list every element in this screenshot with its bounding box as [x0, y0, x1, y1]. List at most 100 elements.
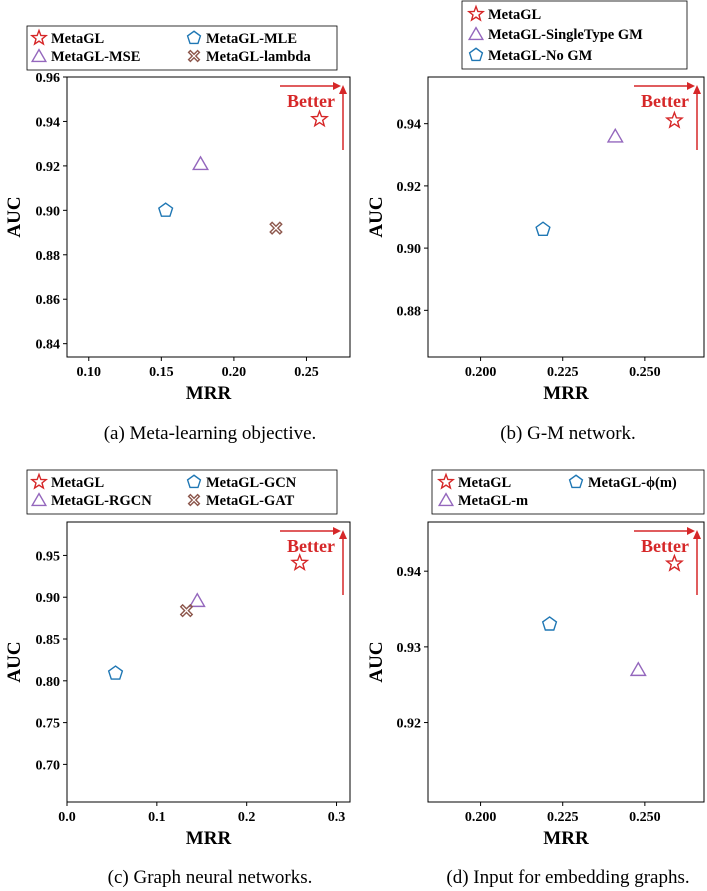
x-tick-label: 0.25	[294, 365, 319, 380]
legend-box	[26, 25, 338, 71]
legend-label: MetaGL	[51, 475, 104, 491]
legend-box	[26, 469, 338, 515]
plot-frame	[66, 76, 351, 358]
y-axis-label: AUC	[366, 641, 387, 682]
y-tick-label: 0.90	[36, 591, 61, 606]
better-arrowhead-right	[333, 527, 341, 535]
legend-marker-pentagon	[568, 474, 584, 489]
point-metagl-mle	[158, 202, 174, 217]
x-tick-label: 0.3	[328, 810, 346, 825]
legend-marker-triangle	[467, 26, 485, 41]
legend-marker-cross	[187, 493, 201, 507]
legend-marker-star	[29, 28, 49, 46]
y-tick-label: 0.88	[36, 249, 61, 264]
x-tick-label: 0.200	[465, 810, 497, 825]
legend-label: MetaGL-lambda	[206, 49, 311, 65]
point-metagl-lambda	[269, 221, 283, 235]
x-tick-label: 0.250	[629, 810, 661, 825]
subplot-caption: (d) Input for embedding graphs.	[446, 867, 689, 888]
better-arrowhead-right	[687, 527, 695, 535]
subplot-caption: (c) Graph neural networks.	[108, 867, 313, 888]
y-axis-label: AUC	[366, 196, 387, 237]
better-annotation: Better	[641, 91, 689, 111]
y-tick-label: 0.84	[36, 338, 61, 353]
point-metagl-m-	[541, 616, 558, 631]
y-tick-label: 0.92	[397, 717, 422, 732]
point-metagl-gcn	[107, 665, 124, 680]
subplot-a: 0.10 0.15 0.20 0.25 0.84 0.86 0.88 0.90 0.92 0.94…	[4, 25, 351, 444]
y-tick-label: 0.95	[36, 549, 61, 564]
y-axis-label: AUC	[4, 641, 25, 682]
legend-label: MetaGL	[51, 31, 104, 47]
plot-frame	[66, 521, 351, 803]
x-tick-label: 0.20	[222, 365, 247, 380]
y-tick-label: 0.93	[397, 641, 422, 656]
legend-marker-star	[29, 472, 49, 490]
legend-label: MetaGL-RGCN	[51, 493, 152, 509]
legend-marker-triangle	[30, 492, 48, 507]
y-tick-label: 0.88	[397, 304, 422, 319]
y-tick-label: 0.96	[36, 71, 61, 86]
better-annotation: Better	[641, 536, 689, 556]
x-tick-label: 0.10	[77, 365, 102, 380]
x-tick-label: 0.225	[547, 365, 579, 380]
x-tick-label: 0.225	[547, 810, 579, 825]
better-arrowhead-up	[693, 530, 701, 539]
point-metagl-singletype-gm	[606, 127, 624, 143]
legend-label: MetaGL-m	[458, 493, 528, 509]
x-tick-label: 0.200	[465, 365, 497, 380]
y-tick-label: 0.70	[36, 758, 61, 773]
legend-marker-star	[466, 4, 486, 22]
legend-label: MetaGL	[488, 7, 541, 23]
y-tick-label: 0.92	[36, 160, 61, 175]
x-tick-label: 0.2	[238, 810, 256, 825]
subplot-d: 0.200 0.225 0.250 0.92 0.93 0.94 MRR AUC Better M…	[366, 469, 705, 888]
x-axis-label: MRR	[186, 383, 232, 404]
y-axis-label: AUC	[4, 196, 25, 237]
y-tick-label: 0.94	[397, 565, 422, 580]
subplot-caption: (a) Meta-learning objective.	[104, 423, 317, 444]
subplot-caption: (b) G-M network.	[500, 423, 636, 444]
x-tick-label: 0.250	[629, 365, 661, 380]
point-metagl-gat	[179, 603, 194, 618]
y-tick-label: 0.80	[36, 675, 61, 690]
better-arrowhead-right	[333, 82, 341, 90]
y-tick-label: 0.94	[397, 118, 422, 133]
y-tick-label: 0.92	[397, 180, 422, 195]
legend-marker-triangle	[30, 48, 48, 63]
subplot-c: 0.0 0.1 0.2 0.3 0.70 0.75 0.80 0.85 0.90 0.95 MRR A…	[4, 469, 351, 888]
point-metagl-rgcn	[188, 592, 206, 608]
better-arrowhead-up	[339, 530, 347, 539]
point-metagl-m	[629, 661, 647, 677]
better-arrowhead-up	[339, 85, 347, 94]
subplot-b: 0.200 0.225 0.250 0.88 0.90 0.92 0.94 MRR AUC Bet…	[366, 0, 705, 444]
legend-marker-pentagon	[468, 47, 484, 62]
legend-marker-pentagon	[186, 30, 202, 45]
point-metagl-no-gm	[535, 221, 551, 236]
y-tick-label: 0.75	[36, 717, 61, 732]
better-arrowhead-right	[687, 82, 695, 90]
plot-frame	[427, 76, 705, 358]
legend-label: MetaGL-ϕ(m)	[588, 475, 677, 491]
y-tick-label: 0.90	[397, 242, 422, 257]
legend-label: MetaGL-MLE	[206, 31, 297, 47]
legend-label: MetaGL-SingleType GM	[488, 27, 643, 43]
plot-frame	[427, 521, 705, 803]
better-annotation: Better	[287, 91, 335, 111]
x-tick-label: 0.1	[148, 810, 166, 825]
y-tick-label: 0.86	[36, 293, 61, 308]
y-tick-label: 0.90	[36, 204, 61, 219]
legend-label: MetaGL-GAT	[206, 493, 295, 509]
y-tick-label: 0.85	[36, 633, 61, 648]
legend-marker-pentagon	[186, 474, 202, 489]
better-annotation: Better	[287, 536, 335, 556]
legend-label: MetaGL-GCN	[206, 475, 297, 491]
point-metagl	[290, 552, 310, 572]
legend-label: MetaGL-MSE	[51, 49, 140, 65]
legend-label: MetaGL-No GM	[488, 48, 593, 64]
legend-marker-cross	[187, 49, 201, 63]
x-tick-label: 0.0	[58, 810, 76, 825]
legend-marker-star	[436, 472, 456, 490]
x-axis-label: MRR	[543, 383, 589, 404]
